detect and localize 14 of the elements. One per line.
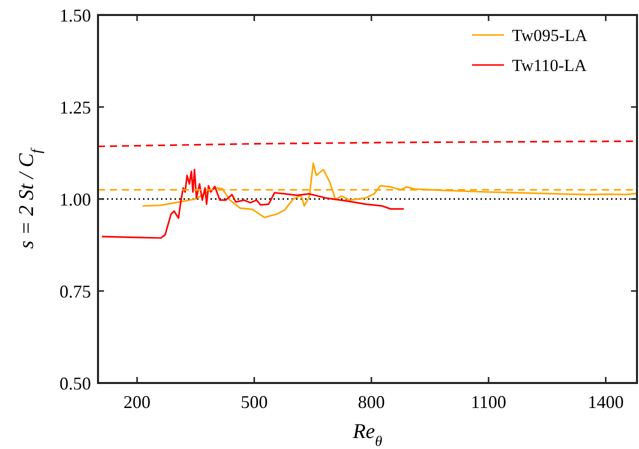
x-tick-label: 1400 [588, 392, 624, 412]
y-tick-label: 0.50 [60, 373, 91, 394]
y-tick-label: 0.75 [60, 281, 91, 302]
legend-label: Tw095-LA [512, 26, 588, 45]
y-tick-label: 1.50 [60, 5, 91, 26]
x-tick-label: 800 [358, 392, 385, 412]
y-tick-label: 1.00 [60, 189, 91, 210]
x-tick-label: 200 [124, 392, 151, 412]
x-tick-label: 1100 [470, 392, 506, 412]
x-tick-label: 500 [240, 392, 268, 412]
x-axis-title: Re$_{θ}$ [352, 419, 382, 449]
y-tick-label: 1.25 [60, 97, 91, 118]
line-series [101, 168, 405, 239]
legend-label: Tw110-LA [512, 56, 588, 75]
